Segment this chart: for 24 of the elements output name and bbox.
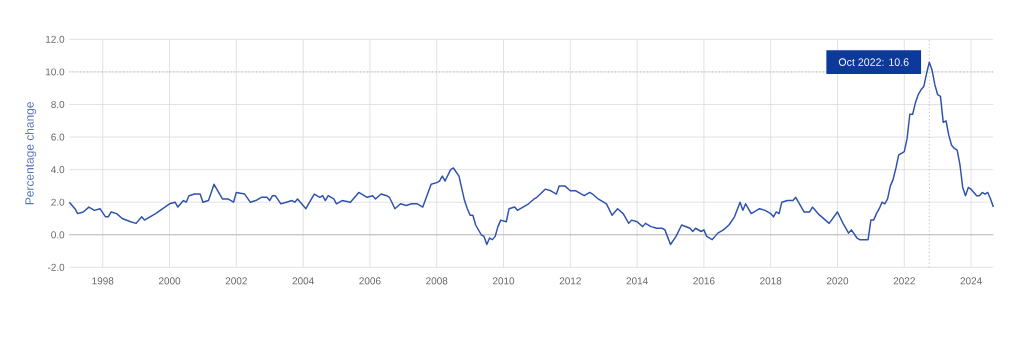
y-tick-label: 2.0 [51, 198, 65, 206]
x-tick-label: 2024 [960, 277, 982, 285]
x-tick-label: 2014 [626, 277, 648, 285]
x-tick-label: 2000 [158, 277, 181, 285]
x-tick-label: 2016 [693, 277, 715, 285]
x-tick-label: 2022 [893, 277, 915, 285]
x-tick-label: 2002 [225, 277, 247, 285]
x-tick-label: 2012 [559, 277, 581, 285]
y-axis-title: Percentage change [24, 102, 37, 205]
y-tick-label: 8.0 [51, 100, 65, 109]
x-tick-label: 1998 [92, 277, 114, 285]
x-tick-label: 2004 [292, 277, 314, 285]
y-tick-label: 6.0 [51, 133, 65, 141]
x-tick-label: 2010 [492, 277, 515, 285]
y-tick-label: 10.0 [46, 68, 65, 76]
x-tick-label: 2006 [359, 277, 381, 285]
y-tick-label: -2.0 [47, 263, 65, 271]
annotation: Oct 2022: 10.6 [838, 58, 909, 66]
x-tick-label: 2018 [760, 277, 782, 285]
y-tick-label: 12.0 [46, 35, 65, 43]
y-tick-label: 0.0 [51, 231, 65, 239]
x-tick-label: 2020 [826, 277, 849, 285]
y-tick-label: 4.0 [51, 166, 65, 174]
x-tick-label: 2008 [426, 277, 448, 285]
